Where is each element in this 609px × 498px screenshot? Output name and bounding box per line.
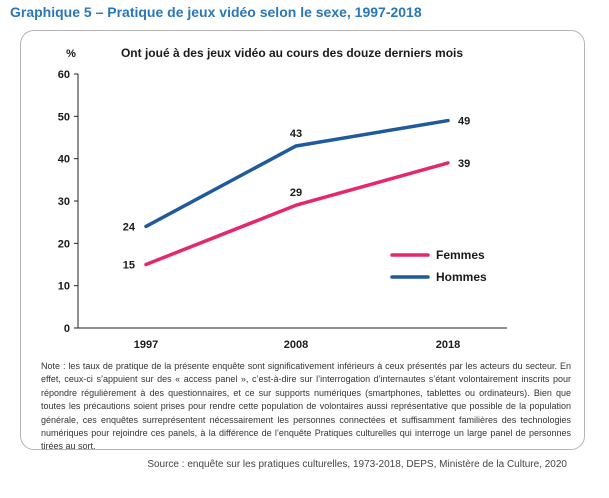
chart-frame: [20, 30, 585, 450]
data-label-femmes: 29: [290, 187, 302, 199]
x-tick-label: 1997: [134, 339, 158, 351]
y-tick-label: 0: [64, 323, 70, 335]
chart-source: Source : enquête sur les pratiques cultu…: [147, 459, 567, 470]
y-axis-unit: %: [66, 48, 76, 60]
data-label-hommes: 49: [458, 116, 470, 128]
y-tick-label: 40: [58, 154, 70, 166]
legend-label-hommes: Hommes: [436, 270, 487, 284]
data-label-femmes: 39: [458, 158, 470, 170]
y-tick-label: 20: [58, 238, 70, 250]
chart-title: Ont joué à des jeux vidéo au cours des d…: [121, 46, 463, 60]
figure-title: Graphique 5 – Pratique de jeux vidéo sel…: [10, 4, 422, 20]
y-tick-label: 30: [58, 196, 70, 208]
y-tick-label: 60: [58, 69, 70, 81]
data-label-femmes: 15: [123, 260, 135, 272]
y-tick-label: 50: [58, 111, 70, 123]
chart-note: Note : les taux de pratique de la présen…: [41, 361, 571, 452]
line-chart: Ont joué à des jeux vidéo au cours des d…: [58, 46, 507, 351]
y-tick-label: 10: [58, 281, 70, 293]
x-tick-label: 2008: [284, 339, 308, 351]
series-line-femmes: [144, 161, 450, 267]
legend-label-femmes: Femmes: [436, 248, 485, 262]
x-tick-label: 2018: [436, 339, 460, 351]
series-line-hommes: [144, 118, 450, 229]
data-label-hommes: 43: [290, 128, 302, 140]
data-label-hommes: 24: [123, 221, 136, 233]
